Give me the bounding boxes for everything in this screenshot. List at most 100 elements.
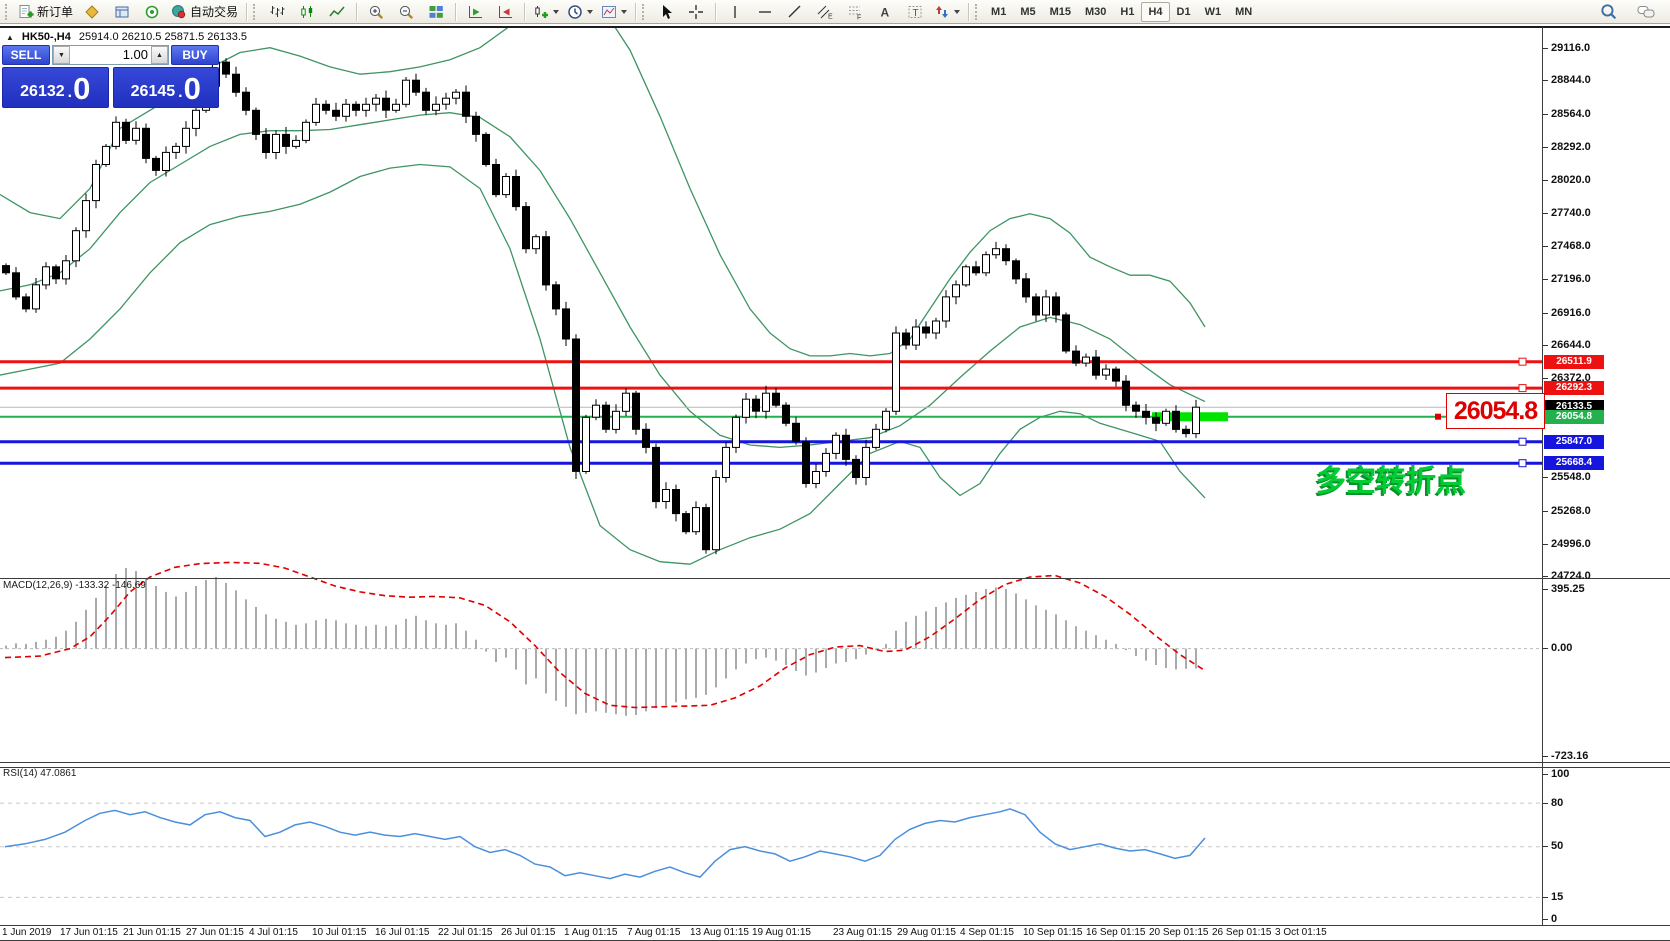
price-annotation-box[interactable]: 26054.8 bbox=[1446, 393, 1545, 429]
date-axis-label: 4 Jul 01:15 bbox=[249, 927, 298, 938]
timeframe-w1[interactable]: W1 bbox=[1204, 5, 1222, 18]
candle-body bbox=[812, 471, 820, 484]
candle-body bbox=[1052, 296, 1060, 316]
toolbar-drag-handle[interactable] bbox=[5, 3, 10, 20]
candle-body bbox=[782, 404, 790, 424]
date-axis-label: 19 Aug 01:15 bbox=[752, 927, 811, 938]
market-watch-button[interactable] bbox=[77, 1, 107, 23]
toolbar-drag-handle[interactable] bbox=[642, 3, 647, 20]
timeframe-m1[interactable]: M1 bbox=[991, 5, 1007, 18]
bollinger-upper bbox=[0, 26, 1206, 357]
hline-anchor-square[interactable] bbox=[1518, 384, 1527, 393]
candle-body bbox=[1102, 368, 1110, 376]
text-tool[interactable]: A bbox=[870, 1, 900, 23]
candle-body bbox=[1132, 404, 1140, 412]
vertical-line-tool[interactable] bbox=[720, 1, 750, 23]
candle-body bbox=[182, 127, 190, 147]
text-label-tool[interactable]: T bbox=[900, 1, 930, 23]
arrows-icon bbox=[936, 5, 949, 18]
macd-rsi-separator[interactable] bbox=[0, 762, 1670, 768]
navigator-button[interactable] bbox=[107, 1, 137, 23]
candle-body bbox=[302, 121, 310, 141]
volume-decrease-button[interactable]: ▼ bbox=[53, 46, 70, 64]
new-chart-icon bbox=[535, 5, 549, 18]
svg-text:E: E bbox=[828, 13, 833, 20]
timeframe-m5[interactable]: M5 bbox=[1020, 5, 1036, 18]
auto-trading-label: 自动交易 bbox=[190, 5, 239, 19]
sell-button[interactable]: SELL bbox=[2, 45, 50, 65]
turning-point-text[interactable]: 多空转折点 bbox=[1316, 465, 1466, 498]
equidistant-channel-tool[interactable]: E bbox=[810, 1, 840, 23]
timeframe-d1[interactable]: D1 bbox=[1176, 5, 1191, 18]
candle-body bbox=[132, 127, 140, 141]
chart-window-top-border bbox=[0, 26, 1670, 28]
buy-button[interactable]: BUY bbox=[171, 45, 219, 65]
timeframe-h4[interactable]: H4 bbox=[1141, 1, 1170, 22]
candle-body bbox=[72, 230, 80, 262]
timeframe-m15[interactable]: M15 bbox=[1049, 5, 1071, 18]
price-badge: 25668.4 bbox=[1544, 456, 1604, 471]
zoom-in-button[interactable] bbox=[361, 1, 391, 23]
main-macd-separator[interactable] bbox=[0, 578, 1670, 579]
horizontal-line-tool[interactable] bbox=[750, 1, 780, 23]
price-axis: 29116.0 28844.0 28564.0 28292.0 28020.0 27740… bbox=[1543, 26, 1670, 925]
chart-shift-button[interactable] bbox=[490, 1, 520, 23]
panel-collapse-arrow[interactable]: ▲ bbox=[6, 32, 14, 42]
tile-windows-button[interactable] bbox=[421, 1, 451, 23]
sell-price-int: 26132 bbox=[20, 83, 65, 100]
timeframe-h1[interactable]: H1 bbox=[1120, 5, 1135, 18]
candlestick-icon bbox=[301, 5, 313, 18]
candle-body bbox=[802, 440, 810, 484]
trendline-tool[interactable] bbox=[780, 1, 810, 23]
buy-price-display[interactable]: 26145 . 0 bbox=[112, 67, 219, 108]
arrows-dropdown[interactable] bbox=[930, 1, 964, 23]
macd-indicator-label: MACD(12,26,9) -133.32 -146.69 bbox=[3, 580, 146, 591]
sell-price-frac: 0 bbox=[73, 71, 91, 106]
chat-button[interactable] bbox=[1631, 1, 1661, 23]
chart-plot-area[interactable] bbox=[0, 26, 1543, 925]
volume-increase-button[interactable]: ▲ bbox=[151, 46, 168, 64]
candle-body bbox=[32, 284, 40, 310]
date-axis-label: 13 Aug 01:15 bbox=[690, 927, 749, 938]
cursor-tool-button[interactable] bbox=[651, 1, 681, 23]
hline-anchor-square[interactable] bbox=[1518, 357, 1527, 366]
line-chart-button[interactable] bbox=[322, 1, 352, 23]
auto-scroll-button[interactable] bbox=[460, 1, 490, 23]
timeframe-m30[interactable]: M30 bbox=[1085, 5, 1107, 18]
horizontal-lines[interactable] bbox=[0, 357, 1542, 468]
bar-chart-button[interactable] bbox=[262, 1, 292, 23]
candle-body bbox=[162, 151, 170, 171]
hline-anchor-square[interactable] bbox=[1518, 459, 1527, 468]
crosshair-tool-button[interactable] bbox=[681, 1, 711, 23]
timeframe-mn[interactable]: MN bbox=[1235, 5, 1253, 18]
candle-body bbox=[982, 254, 990, 274]
sell-price-display[interactable]: 26132 . 0 bbox=[2, 67, 109, 108]
new-chart-dropdown[interactable] bbox=[529, 1, 563, 23]
periods-dropdown[interactable] bbox=[563, 1, 597, 23]
signals-button[interactable] bbox=[137, 1, 167, 23]
templates-dropdown[interactable] bbox=[597, 1, 631, 23]
auto-trading-button[interactable]: 自动交易 bbox=[167, 1, 242, 23]
navigator-icon bbox=[115, 6, 129, 17]
price-badge: 26511.9 bbox=[1544, 354, 1604, 369]
axis-tick-label: 27740.0 bbox=[1543, 207, 1591, 219]
channel-icon: E bbox=[817, 5, 833, 20]
candle-body bbox=[1012, 260, 1020, 280]
horizontal-line-icon bbox=[759, 10, 772, 13]
toolbar-drag-handle[interactable] bbox=[975, 3, 980, 20]
price-axis-line bbox=[1542, 27, 1543, 925]
date-axis-label: 4 Sep 01:15 bbox=[960, 927, 1014, 938]
hline-anchor-square[interactable] bbox=[1518, 437, 1527, 446]
fibonacci-tool[interactable]: F bbox=[840, 1, 870, 23]
candlestick-chart-button[interactable] bbox=[292, 1, 322, 23]
new-order-button[interactable]: 新订单 bbox=[14, 1, 77, 23]
candle-body bbox=[612, 410, 620, 430]
candle-body bbox=[1122, 380, 1130, 406]
toolbar-drag-handle[interactable] bbox=[253, 3, 258, 20]
zoom-out-button[interactable] bbox=[391, 1, 421, 23]
candle-body bbox=[962, 266, 970, 286]
search-button[interactable] bbox=[1593, 1, 1623, 23]
svg-text:T: T bbox=[913, 8, 919, 19]
volume-input[interactable]: 1.00 bbox=[122, 47, 148, 62]
axis-tick-label: 0.00 bbox=[1543, 642, 1572, 654]
